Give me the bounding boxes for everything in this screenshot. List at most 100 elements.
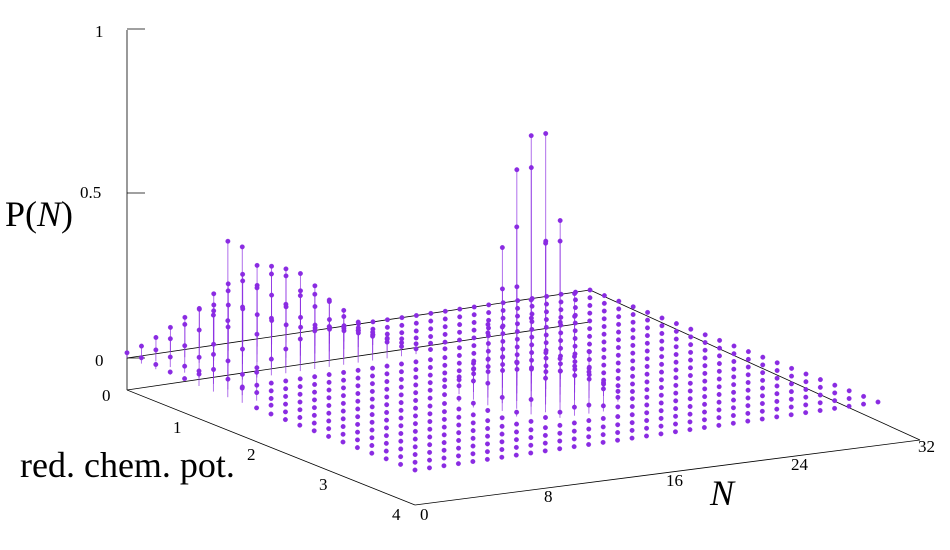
point [239, 244, 245, 250]
point [601, 370, 607, 376]
point [398, 461, 404, 467]
point [630, 366, 636, 372]
point [283, 401, 288, 407]
point [384, 425, 389, 431]
point [457, 337, 462, 343]
point [355, 319, 361, 325]
point [413, 367, 419, 373]
point [528, 133, 534, 139]
point [167, 336, 173, 342]
point [312, 291, 318, 297]
point [370, 373, 375, 379]
point [442, 324, 448, 330]
point [659, 315, 665, 321]
point [499, 394, 505, 400]
point [731, 405, 736, 411]
point [470, 435, 476, 441]
point [413, 328, 419, 334]
point [456, 368, 462, 374]
point [774, 406, 780, 412]
point [499, 447, 505, 452]
point [601, 300, 607, 306]
point [442, 401, 447, 406]
point [586, 442, 592, 447]
point [745, 395, 751, 401]
point [659, 338, 665, 344]
point [615, 360, 621, 366]
point [312, 283, 318, 289]
point [254, 331, 260, 337]
point [283, 378, 289, 384]
point [760, 370, 766, 376]
point [572, 354, 577, 360]
point [515, 305, 521, 311]
point [428, 340, 434, 346]
point [630, 335, 636, 341]
point [500, 308, 506, 313]
point [457, 314, 463, 320]
point [601, 362, 607, 368]
point [269, 263, 274, 269]
point [803, 394, 809, 400]
point [600, 403, 606, 409]
point [760, 377, 766, 383]
point [427, 372, 433, 378]
point [731, 351, 737, 357]
point [659, 361, 665, 367]
point [341, 307, 347, 313]
point [673, 352, 679, 357]
point [384, 417, 389, 423]
point [659, 346, 665, 352]
point [528, 435, 534, 440]
point [601, 380, 606, 385]
point [586, 434, 592, 440]
point [370, 329, 376, 335]
point [803, 402, 809, 408]
point [369, 450, 375, 456]
point [427, 411, 433, 417]
point [456, 445, 461, 451]
point [326, 426, 332, 432]
floor-right-edge [589, 289, 921, 441]
point [587, 333, 593, 339]
point [717, 353, 722, 359]
point [442, 377, 448, 383]
point [283, 386, 289, 392]
point [427, 457, 432, 463]
point [760, 393, 765, 399]
point [615, 375, 621, 381]
y-tick-label-4: 4 [392, 505, 401, 524]
point [760, 354, 766, 360]
point [427, 395, 433, 401]
point [413, 382, 419, 388]
point [774, 383, 780, 389]
point [326, 387, 332, 393]
point [514, 329, 520, 334]
point [268, 402, 274, 408]
point [803, 410, 809, 416]
y-tick-label-1: 1 [173, 418, 182, 437]
point [601, 331, 607, 337]
point [630, 319, 636, 325]
point [616, 321, 622, 327]
point [442, 370, 448, 376]
point [701, 417, 707, 423]
point [702, 394, 708, 400]
point [745, 380, 751, 385]
point [832, 390, 838, 396]
point [558, 291, 564, 297]
point [571, 444, 577, 450]
point [442, 355, 448, 361]
point [399, 361, 404, 367]
point [644, 371, 650, 377]
point [370, 319, 376, 325]
point [182, 343, 188, 349]
point [471, 350, 477, 356]
point [731, 343, 737, 349]
point [515, 313, 520, 319]
point [730, 420, 736, 426]
point [456, 395, 462, 401]
point [644, 379, 650, 385]
point [470, 443, 476, 449]
point [673, 328, 679, 334]
